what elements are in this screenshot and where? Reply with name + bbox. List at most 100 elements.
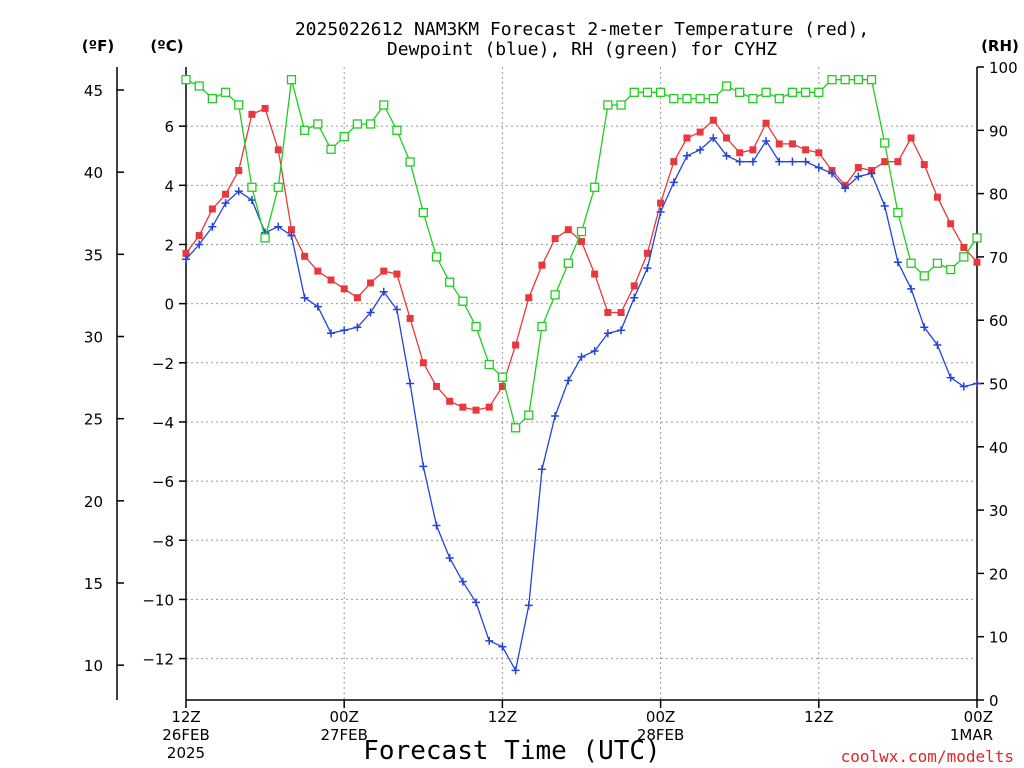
x-tick-label: 12Z xyxy=(171,708,200,726)
temperature-point xyxy=(973,258,981,266)
dewpoint-point xyxy=(327,329,336,338)
dewpoint-point xyxy=(669,178,678,187)
rh-point xyxy=(537,321,547,332)
rh-tick-label: 80 xyxy=(989,186,1008,204)
x-axis-title: Forecast Time (UTC) xyxy=(363,736,660,766)
rh-point xyxy=(827,75,837,85)
temperature-point xyxy=(578,238,585,246)
temperature-point xyxy=(709,116,717,124)
rh-point xyxy=(603,100,613,110)
dewpoint-point xyxy=(827,169,836,178)
rh-point xyxy=(392,125,402,135)
temperature-point xyxy=(643,249,651,257)
x-tick-label: 12Z xyxy=(488,708,517,726)
rh-tick-label: 10 xyxy=(989,629,1008,647)
unit-fahrenheit-label: (ºF) xyxy=(82,37,114,55)
dewpoint-point xyxy=(920,323,929,332)
rh-point xyxy=(576,226,587,237)
rh-tick-label: 100 xyxy=(989,59,1018,77)
rh-point xyxy=(853,75,863,85)
dewpoint-point xyxy=(907,284,916,293)
temperature-point xyxy=(419,359,427,367)
temperature-point xyxy=(287,226,295,234)
temperature-point xyxy=(604,309,612,317)
dewpoint-point xyxy=(893,258,902,267)
x-tick-label: 28FEB xyxy=(637,726,684,744)
rh-point xyxy=(906,258,916,268)
dewpoint-point xyxy=(340,326,349,335)
dewpoint-point xyxy=(287,231,296,240)
dewpoint-point xyxy=(472,598,481,607)
rh-point xyxy=(220,87,231,97)
temperature-point xyxy=(406,314,414,322)
dewpoint-point xyxy=(617,326,626,335)
dewpoint-point xyxy=(735,157,744,166)
temperature-point xyxy=(327,276,335,284)
x-tick-label: 00Z xyxy=(646,708,675,726)
fahrenheit-tick-label: 25 xyxy=(84,411,103,429)
rh-tick-label: 70 xyxy=(989,249,1008,267)
temperature-point xyxy=(947,220,955,228)
rh-point xyxy=(642,87,653,97)
temperature-point xyxy=(775,140,783,148)
rh-point xyxy=(721,81,732,91)
rh-point xyxy=(194,81,204,91)
chart-series xyxy=(181,75,982,675)
temperature-point xyxy=(630,282,638,290)
series-rh xyxy=(181,75,982,433)
temperature-point xyxy=(960,243,968,251)
temperature-point xyxy=(670,158,678,166)
series-temperature xyxy=(182,104,981,414)
dewpoint-point xyxy=(762,136,771,145)
dewpoint-point xyxy=(854,172,863,181)
temperature-point xyxy=(235,167,243,175)
dewpoint-point xyxy=(485,636,494,645)
temperature-point xyxy=(723,134,731,142)
rh-tick-label: 40 xyxy=(989,439,1008,457)
rh-point xyxy=(840,75,850,85)
rh-point xyxy=(431,252,442,262)
temperature-point xyxy=(222,190,230,198)
temperature-point xyxy=(498,382,506,390)
temperature-point xyxy=(788,140,796,148)
rh-point xyxy=(234,100,244,110)
temperature-point xyxy=(367,279,375,287)
rh-point xyxy=(563,258,573,268)
temperature-point xyxy=(472,406,480,414)
celsius-tick-label: −8 xyxy=(152,532,174,550)
rh-point xyxy=(484,359,494,370)
temperature-point xyxy=(881,158,889,166)
temperature-point xyxy=(683,134,691,142)
rh-point xyxy=(787,87,798,97)
rh-point xyxy=(774,94,784,104)
rh-point xyxy=(590,182,600,192)
celsius-tick-label: 0 xyxy=(164,296,174,314)
temperature-point xyxy=(314,267,322,275)
rh-point xyxy=(959,252,969,262)
celsius-tick-label: −12 xyxy=(142,651,174,669)
rh-tick-label: 60 xyxy=(989,312,1008,330)
temperature-point xyxy=(854,164,862,172)
chart-title-line2: Dewpoint (blue), RH (green) for CYHZ xyxy=(387,39,777,60)
dewpoint-point xyxy=(208,222,217,231)
temperature-point xyxy=(815,149,823,157)
temperature-point xyxy=(907,134,915,142)
temperature-point xyxy=(459,403,467,411)
dewpoint-point xyxy=(353,323,362,332)
unit-rh-label: (RH) xyxy=(981,37,1019,55)
rh-tick-label: 90 xyxy=(989,122,1008,140)
fahrenheit-tick-label: 20 xyxy=(84,493,103,511)
dewpoint-point xyxy=(221,199,230,208)
rh-point xyxy=(866,75,877,85)
dewpoint-point xyxy=(841,184,850,193)
rh-point xyxy=(972,233,982,243)
rh-point xyxy=(181,75,191,85)
dewpoint-point xyxy=(182,255,190,264)
dewpoint-point xyxy=(973,379,981,388)
rh-point xyxy=(418,207,428,218)
rh-point xyxy=(524,410,534,420)
temperature-point xyxy=(182,249,190,257)
rh-point xyxy=(445,277,455,287)
temperature-point xyxy=(208,205,216,213)
rh-point xyxy=(497,372,508,382)
